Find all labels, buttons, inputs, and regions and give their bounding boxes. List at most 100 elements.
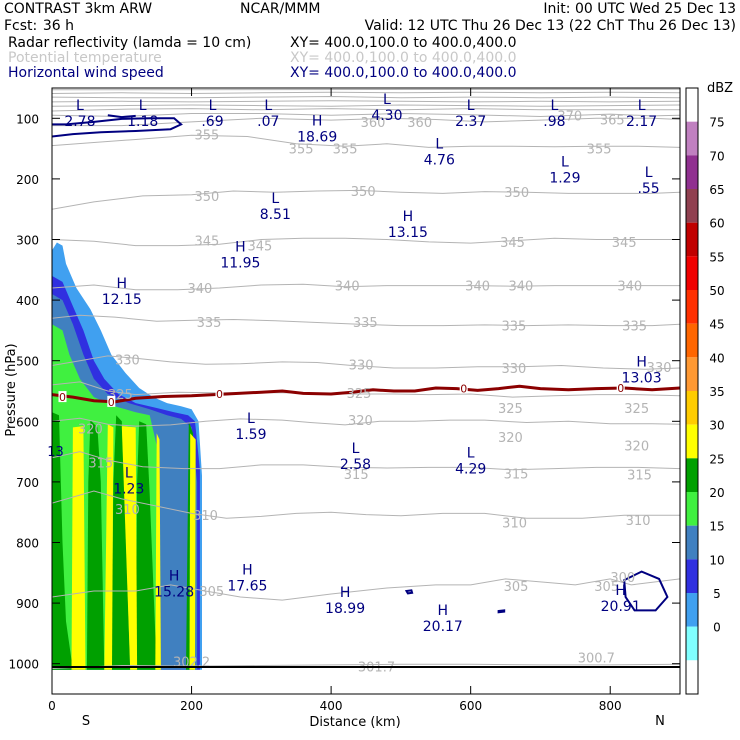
reflectivity-region — [155, 433, 161, 670]
theta-label: 345 — [612, 236, 637, 251]
theta-label: 340 — [508, 280, 533, 295]
wind-extremum-value: 13.03 — [622, 371, 662, 387]
theta-label: 320 — [498, 431, 523, 446]
colorbar-tick-label: 65 — [709, 183, 724, 197]
theta-label: 310 — [626, 514, 651, 529]
edge-contour-label: 13 — [47, 445, 64, 460]
x-axis-label: Distance (km) — [309, 715, 400, 730]
zero-label-bg — [58, 391, 67, 403]
wind-extremum-value: 1.23 — [113, 482, 144, 498]
zero-dbz-label: 0 — [617, 382, 624, 395]
theta-contour-380 — [52, 100, 680, 103]
axes — [51, 87, 681, 695]
colorbar-segment — [686, 424, 698, 459]
field-2-xy: XY= 400.0,100.0 to 400.0,400.0 — [290, 50, 517, 66]
colorbar-tick-label: 45 — [709, 318, 724, 332]
colorbar-tick-label: 50 — [709, 284, 724, 298]
wind-extremum-value: 2.58 — [340, 457, 371, 473]
wind-contour-layer — [52, 114, 669, 614]
theta-contour-300 — [52, 663, 680, 669]
x-tick-label: 600 — [459, 699, 482, 713]
field-3-name: Horizontal wind speed — [8, 65, 164, 81]
wind-extremum-low-mark: L — [467, 446, 475, 462]
wind-extremum-value: 4.76 — [424, 152, 455, 168]
wind-extremum-high-mark: H — [615, 583, 626, 599]
wind-extremum-value: 1.59 — [235, 427, 266, 443]
plot-frame — [51, 87, 681, 695]
organization: NCAR/MMM — [240, 1, 321, 17]
x-tick-label: 0 — [48, 699, 56, 713]
field-1-xy: XY= 400.0,100.0 to 400.0,400.0 — [290, 35, 517, 51]
colorbar-tick-label: 30 — [709, 419, 724, 433]
theta-label: 330 — [647, 361, 672, 376]
wind-extremum-value: 20.91 — [601, 599, 641, 615]
field-2-name: Potential temperature — [8, 50, 162, 66]
theta-label: 350 — [504, 186, 529, 201]
theta-label: 340 — [465, 280, 490, 295]
colorbar-tick-label: 15 — [709, 520, 724, 534]
theta-label: 315 — [88, 457, 113, 472]
theta-contour-395 — [52, 88, 680, 91]
header: CONTRAST 3km ARW NCAR/MMM Init: 00 UTC W… — [4, 1, 736, 81]
theta-label: 335 — [353, 316, 378, 331]
colorbar-tick-label: 60 — [709, 217, 724, 231]
x-axis-end-right: N — [655, 714, 665, 729]
wind-extremum-value: .07 — [257, 114, 279, 130]
theta-label: 305 — [504, 580, 529, 595]
theta-contour-320 — [52, 417, 680, 427]
colorbar-segment — [686, 357, 698, 391]
wind-extremum-value: 4.29 — [455, 462, 486, 478]
wind-extremum-value: .55 — [637, 181, 659, 197]
theta-contour-365 — [52, 112, 680, 118]
zero-label-bg — [459, 382, 468, 394]
wind-extremum-value: 4.30 — [371, 108, 402, 124]
x-tick-label: 200 — [180, 699, 203, 713]
reflectivity-region — [135, 421, 157, 670]
wind-extremum-low-mark: L — [352, 441, 360, 457]
theta-label: 305 — [199, 585, 224, 600]
colorbar-segment — [686, 222, 698, 257]
y-axis-label: Pressure (hPa) — [4, 343, 19, 436]
theta-label: 360 — [407, 116, 432, 131]
colorbar-tick-label: 5 — [713, 587, 721, 601]
theta-label: 320 — [348, 414, 373, 429]
theta-contour-390 — [52, 91, 680, 95]
x-axis-end-left: S — [82, 714, 90, 729]
theta-contour-340 — [52, 283, 680, 291]
reflectivity-fill-layer — [52, 242, 202, 670]
theta-label: 340 — [617, 280, 642, 295]
valid-time: Valid: 12 UTC Thu 26 Dec 13 (22 ChT Thu … — [365, 18, 736, 34]
y-tick-label: 600 — [16, 415, 39, 429]
theta-contour-350 — [52, 189, 680, 210]
wind-extremum-value: 2.17 — [626, 114, 657, 130]
colorbar-segment — [686, 593, 698, 627]
y-tick-label: 900 — [16, 597, 39, 611]
theta-label: 350 — [194, 190, 219, 205]
wind-speed-contour — [52, 117, 183, 138]
x-tick-label: 400 — [320, 699, 343, 713]
colorbar-segment — [686, 189, 698, 223]
colorbar-segment — [686, 155, 698, 189]
colorbar-tick-label: 55 — [709, 250, 724, 264]
colorbar-tick-label: 20 — [709, 486, 724, 500]
theta-contour-330 — [52, 355, 680, 370]
theta-contour-315 — [52, 451, 680, 471]
wind-extremum-low-mark: L — [383, 92, 391, 108]
theta-label: 320 — [78, 423, 103, 438]
theta-label: 330 — [349, 358, 374, 373]
y-tick-label: 700 — [16, 476, 39, 490]
theta-contour-355 — [52, 134, 680, 148]
wind-extremum-low-mark: L — [435, 136, 443, 152]
theta-label: 355 — [194, 129, 219, 144]
colorbar-tick-label: 35 — [709, 385, 724, 399]
wind-extremum-value: 17.65 — [227, 578, 267, 594]
theta-label: 302.2 — [173, 655, 210, 670]
theta-label: 315 — [344, 468, 369, 483]
wind-extremum-high-mark: H — [117, 276, 128, 292]
colorbar-tick-label: 0 — [713, 621, 721, 635]
theta-label: 305 — [594, 580, 619, 595]
wind-extremum-value: 18.69 — [297, 129, 337, 145]
forecast-label: Fcst: — [4, 18, 37, 34]
theta-label: 335 — [197, 316, 222, 331]
